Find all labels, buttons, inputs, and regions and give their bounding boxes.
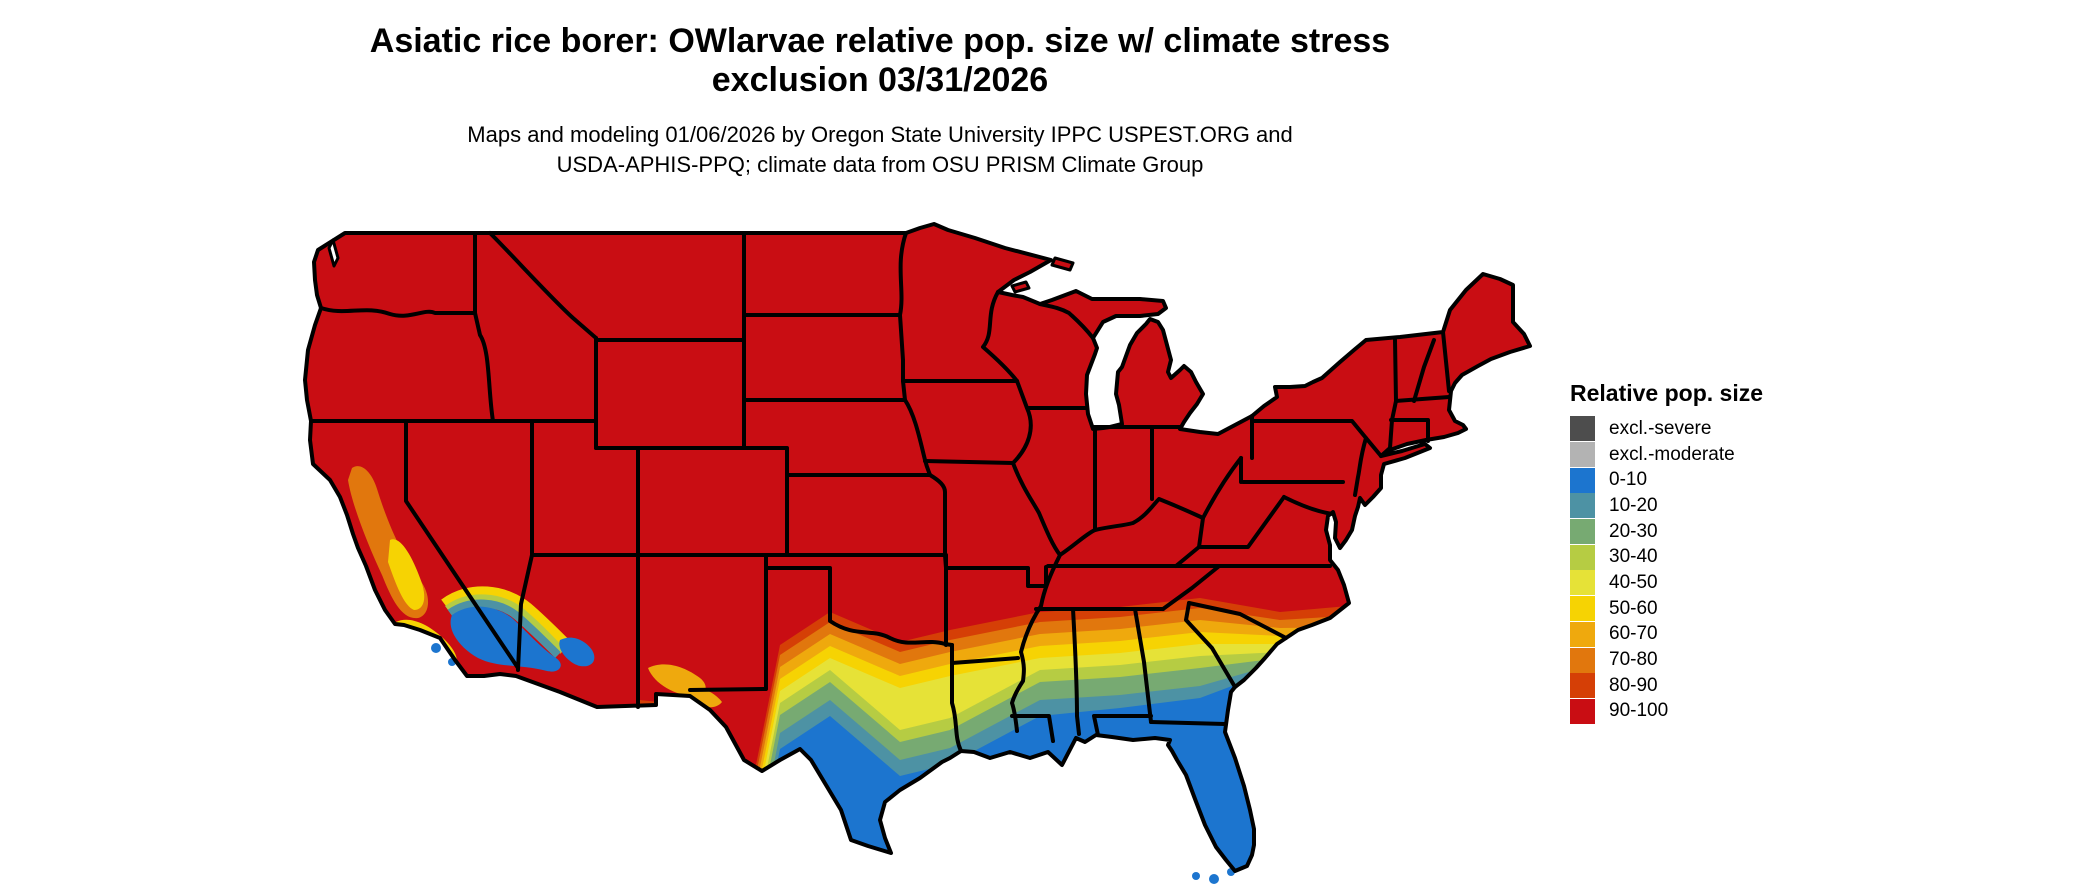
legend-swatch [1570,570,1595,596]
legend-item: 80-90 [1570,673,1870,699]
legend-item-label: 60-70 [1609,623,1658,645]
legend-items: excl.-severe excl.-moderate 0-10 10-20 20-30… [1570,416,1870,724]
legend-item-label: 50-60 [1609,597,1658,619]
border-ms-al [1071,607,1081,736]
border-la-ms [1010,714,1055,743]
legend-item-label: 30-40 [1609,546,1658,568]
legend-item-label: 40-50 [1609,571,1658,593]
legend-item: 30-40 [1570,544,1870,570]
fill-90-100-base [305,224,1530,871]
desert-blue-patch [450,606,561,672]
isle-royale-island [1050,256,1075,272]
legend-item: excl.-moderate [1570,442,1870,468]
border-nv-az [516,553,534,672]
border-nc-sc [1187,601,1288,640]
legend-swatch [1570,416,1595,442]
border-tn-nc [1161,565,1220,611]
central-valley-core [388,539,425,610]
border-tx-la [950,643,963,753]
legend-item-label: excl.-severe [1609,417,1712,439]
desert-fringe-teal [447,599,561,658]
border-co-edges [594,446,789,557]
border-ar-la [950,656,1020,665]
us-outline [303,222,1532,873]
border-mn-west [898,231,908,383]
map-title-line1: Asiatic rice borer: OWlarvae relative po… [369,22,1391,60]
legend-item-label: 70-80 [1609,649,1658,671]
legend-item-label: 90-100 [1609,700,1669,722]
map-title-line2: exclusion 03/31/2026 [711,61,1049,99]
border-ma-north [1394,395,1451,403]
border-ky-va-wv [1174,495,1286,568]
legend-swatch [1570,519,1595,545]
border-wa-or [319,306,477,318]
phoenix-blue-patch [559,637,595,667]
border-fl-north [1092,714,1227,737]
legend-item: 90-100 [1570,698,1870,725]
legend-swatch [1570,647,1595,673]
legend-item: 10-20 [1570,493,1870,519]
legend-swatch [1570,621,1595,647]
map-title: Asiatic rice borer: OWlarvae relative po… [180,22,1580,100]
legend-item-label: 0-10 [1609,469,1648,491]
legend-swatch [1570,596,1595,622]
legend-swatch [1570,467,1595,493]
border-ca-nv [404,419,520,670]
border-potomac [1282,495,1335,516]
puget-sound [327,238,340,268]
legend-swatch [1570,493,1595,519]
border-ne-co-ks [742,446,932,477]
legend-item-label: 10-20 [1609,494,1658,516]
channel-island-1 [431,643,441,653]
border-id-west [473,231,495,423]
border-id-mt [488,231,598,340]
legend-swatch [1570,673,1595,699]
border-ny-nj [1364,436,1383,458]
legend-swatch [1570,698,1595,724]
border-sc-ga [1184,601,1237,689]
legend-item: 0-10 [1570,467,1870,493]
legend-item-label: 20-30 [1609,520,1658,542]
border-tx-ok-red-river [764,566,954,647]
border-sd-mn-ia [901,379,907,402]
border-mo-ar [944,565,1048,588]
apostle-islands [1010,280,1031,294]
border-mississippi-river [981,290,1062,733]
map-subtitle: Maps and modeling 01/06/2026 by Oregon S… [180,120,1580,180]
legend-swatch [1570,442,1595,468]
florida-key-1 [1192,872,1200,880]
legend-title: Relative pop. size [1570,380,1764,406]
legend-swatch [1570,544,1595,570]
legend-item: 70-80 [1570,647,1870,673]
map-subtitle-line2: USDA-APHIS-PPQ; climate data from OSU PR… [556,152,1204,177]
border-nh-me [1441,330,1451,393]
border-nm-tx [688,553,768,692]
map-legend: Relative pop. size excl.-severe excl.-mod… [1570,380,1870,724]
legend-item-label: excl.-moderate [1609,443,1735,465]
legend-item: 50-60 [1570,596,1870,622]
legend-item-label: 80-90 [1609,674,1658,696]
border-ia-mo [923,459,1015,465]
border-wi-mi [1038,302,1095,340]
border-al-ga [1133,607,1153,724]
florida-key-2 [1209,874,1219,884]
legend-item: excl.-severe [1570,416,1870,442]
border-vt-nh [1412,338,1436,403]
map-subtitle-line1: Maps and modeling 01/06/2026 by Oregon S… [467,122,1293,147]
legend-item: 20-30 [1570,519,1870,545]
border-ma-ct-ri [1389,418,1430,443]
border-mo-west [928,473,948,570]
legend-item: 40-50 [1570,570,1870,596]
offshore-islands [431,256,1235,884]
state-borders [303,222,1532,873]
legend-item: 60-70 [1570,621,1870,648]
